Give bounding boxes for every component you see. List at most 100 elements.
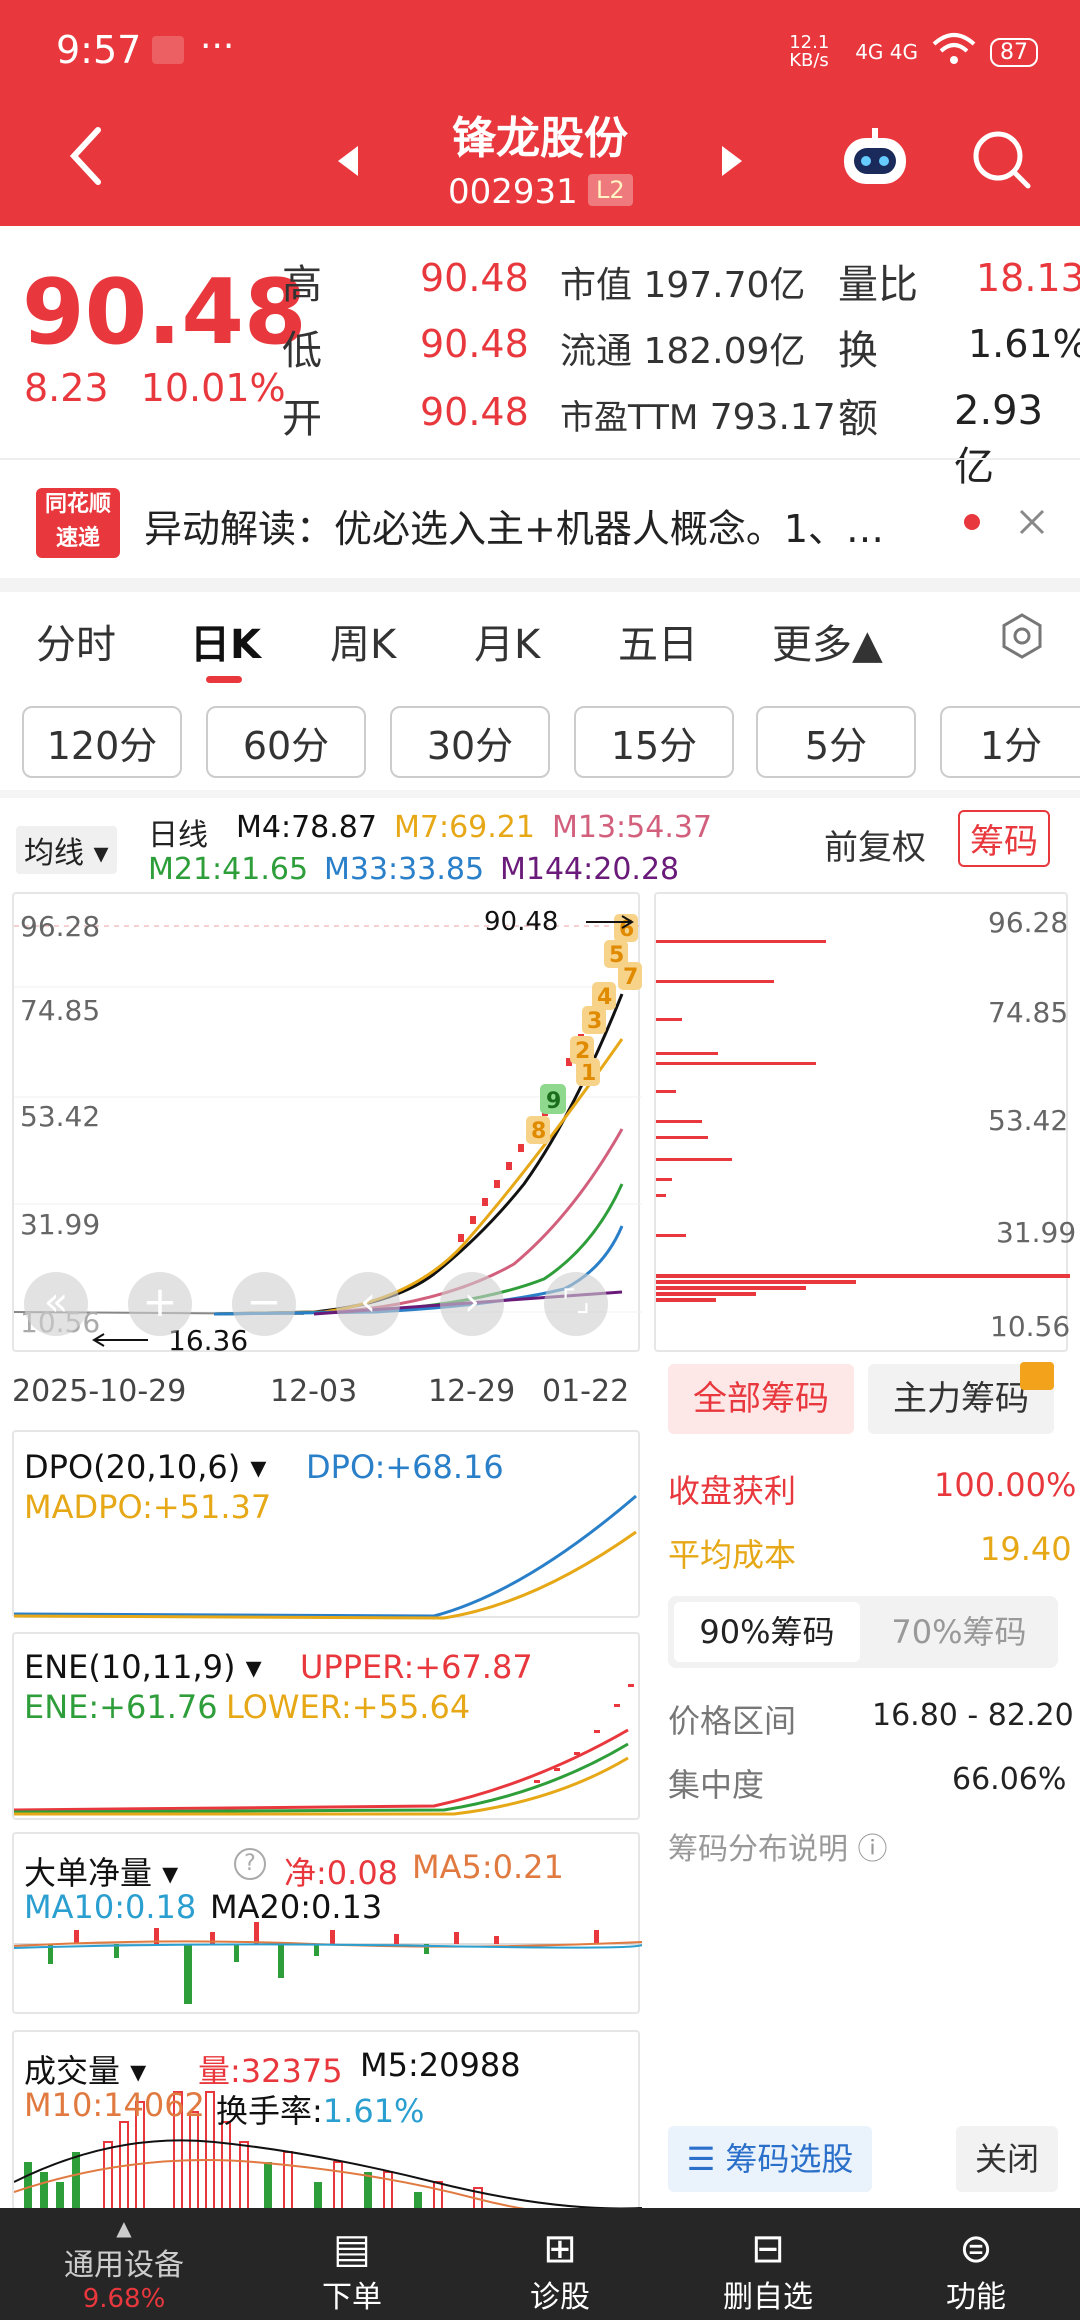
- unread-dot-icon: [964, 514, 980, 530]
- big-order-svg: [13, 1922, 644, 2004]
- volume-svg: [13, 2091, 643, 2216]
- date-label-3: 01-22: [542, 1374, 630, 1409]
- chip-stock-select-button[interactable]: ☰ 筹码选股: [668, 2126, 872, 2192]
- tab-more[interactable]: 更多▲: [772, 622, 883, 668]
- date-label-0: 2025-10-29: [12, 1374, 187, 1409]
- ene-indicator-select[interactable]: ENE(10,11,9) ▾: [24, 1648, 262, 1686]
- svg-text:7: 7: [623, 965, 638, 990]
- zoom-in-icon[interactable]: +: [128, 1272, 192, 1336]
- fast-back-icon[interactable]: «: [24, 1272, 88, 1336]
- ene-panel[interactable]: [12, 1632, 640, 1820]
- adjust-mode[interactable]: 前复权: [824, 828, 926, 868]
- svg-text:9: 9: [546, 1089, 561, 1114]
- chip-select-label: 筹码选股: [725, 2140, 854, 2178]
- zoom-out-icon[interactable]: −: [232, 1272, 296, 1336]
- last-price: 90.48: [22, 260, 307, 365]
- nav-remove-watchlist[interactable]: ⊟ 删自选: [698, 2226, 838, 2316]
- turnover-label: 换: [838, 328, 878, 374]
- ma13-value: M13:54.37: [552, 810, 713, 845]
- stock-code: 002931: [448, 172, 578, 212]
- seg-70-percent[interactable]: 70%筹码: [891, 1613, 1027, 1651]
- dpo-panel[interactable]: [12, 1430, 640, 1620]
- chip-close-button[interactable]: 关闭: [956, 2126, 1058, 2192]
- section-gap: [0, 578, 1080, 592]
- tab-main-chips[interactable]: 主力筹码: [868, 1364, 1054, 1434]
- period-30m[interactable]: 30分: [390, 706, 550, 778]
- turnover-value: 1.61%: [968, 322, 1080, 366]
- y-tick-1: 74.85: [20, 994, 101, 1027]
- profit-value: 100.00%: [934, 1466, 1077, 1504]
- seg-90-percent[interactable]: 90%筹码: [674, 1602, 860, 1662]
- ma21-value: M21:41.65: [148, 852, 309, 887]
- mcap-value: 197.70亿: [643, 265, 806, 306]
- tab-daily-k[interactable]: 日K: [190, 622, 261, 668]
- tab-monthly-k[interactable]: 月K: [474, 622, 541, 668]
- fullscreen-icon[interactable]: ⌜⌟: [544, 1272, 608, 1336]
- active-tab-indicator: [206, 676, 242, 683]
- scroll-left-icon[interactable]: ‹: [336, 1272, 400, 1336]
- mcap-label: 市值: [560, 265, 633, 306]
- turnover-rate-value: 1.61%: [322, 2092, 425, 2130]
- more-dots-icon: ···: [200, 26, 235, 67]
- level2-badge: L2: [588, 174, 633, 206]
- chip-y-tick-0: 96.28: [988, 906, 1069, 939]
- dpo-indicator-select[interactable]: DPO(20,10,6) ▾: [24, 1448, 267, 1486]
- chip-explain-link[interactable]: 筹码分布说明 ⓘ: [668, 1832, 888, 1867]
- tab-all-chips[interactable]: 全部筹码: [668, 1364, 854, 1434]
- robot-assistant-icon[interactable]: [840, 128, 910, 194]
- big-order-panel[interactable]: [12, 1832, 644, 2014]
- help-icon[interactable]: ?: [234, 1848, 266, 1880]
- y-tick-2: 53.42: [20, 1100, 101, 1133]
- nav-functions[interactable]: ⊜ 功能: [906, 2226, 1046, 2316]
- volume-panel[interactable]: [12, 2030, 643, 2216]
- signal-icon: 4G 4G: [855, 40, 918, 64]
- volume-indicator-select[interactable]: 成交量 ▾: [24, 2052, 147, 2090]
- search-icon[interactable]: [970, 128, 1034, 196]
- chip-toggle-button[interactable]: 筹码: [958, 810, 1050, 867]
- open-label: 开: [282, 396, 322, 442]
- period-60m[interactable]: 60分: [206, 706, 366, 778]
- profit-label: 收盘获利: [668, 1472, 797, 1510]
- tab-five-day[interactable]: 五日: [618, 622, 698, 668]
- svg-text:6: 6: [619, 917, 634, 942]
- ma-select-dropdown[interactable]: 均线 ▾: [16, 826, 117, 874]
- period-5m[interactable]: 5分: [756, 706, 916, 778]
- y-tick-3: 31.99: [20, 1208, 101, 1241]
- next-stock-button[interactable]: [720, 144, 744, 182]
- big-order-ma10-value: MA10:0.18: [24, 1888, 197, 1926]
- news-logo: 同花顺 速递: [36, 488, 120, 558]
- period-15m[interactable]: 15分: [574, 706, 734, 778]
- news-headline[interactable]: 异动解读：优必选入主+机器人概念。1、…: [144, 507, 885, 551]
- high-value: 90.48: [420, 256, 529, 300]
- ma33-value: M33:33.85: [324, 852, 485, 887]
- back-button[interactable]: [66, 126, 106, 190]
- ene-upper-value: UPPER:+67.87: [300, 1648, 533, 1686]
- big-order-ma20-value: MA20:0.13: [210, 1888, 383, 1926]
- concentration-label: 集中度: [668, 1766, 765, 1804]
- period-1m[interactable]: 1分: [940, 706, 1080, 778]
- ene-lower-value: LOWER:+55.64: [226, 1688, 471, 1726]
- prev-stock-button[interactable]: [336, 144, 360, 182]
- tab-weekly-k[interactable]: 周K: [330, 622, 397, 668]
- status-time: 9:57: [56, 28, 142, 72]
- kline-chart[interactable]: 9 1 2 3 4 5 6 7 8 90.48: [12, 892, 642, 1352]
- order-icon: ▤: [333, 2226, 371, 2272]
- ma4-value: M4:78.87: [236, 810, 377, 845]
- nav-diagnose[interactable]: ⊞ 诊股: [490, 2226, 630, 2316]
- nav-diagnose-label: 诊股: [530, 2280, 590, 2315]
- min-price-label: 16.36: [168, 1324, 249, 1357]
- period-120m[interactable]: 120分: [22, 706, 182, 778]
- chip-y-tick-4: 10.56: [990, 1310, 1071, 1343]
- high-label: 高: [282, 262, 322, 308]
- big-order-indicator-select[interactable]: 大单净量 ▾: [24, 1854, 179, 1892]
- settings-icon[interactable]: [998, 612, 1046, 664]
- tab-fenshi[interactable]: 分时: [36, 622, 116, 668]
- net-speed: 12.1 KB/s: [789, 32, 830, 71]
- low-label: 低: [282, 328, 322, 374]
- nav-sector[interactable]: ▲ 通用设备 9.68%: [54, 2216, 194, 2314]
- nav-order[interactable]: ▤ 下单: [282, 2226, 422, 2316]
- scroll-right-icon[interactable]: ›: [440, 1272, 504, 1336]
- close-news-icon[interactable]: [1018, 508, 1046, 540]
- ma7-value: M7:69.21: [394, 810, 535, 845]
- nav-order-label: 下单: [322, 2280, 382, 2315]
